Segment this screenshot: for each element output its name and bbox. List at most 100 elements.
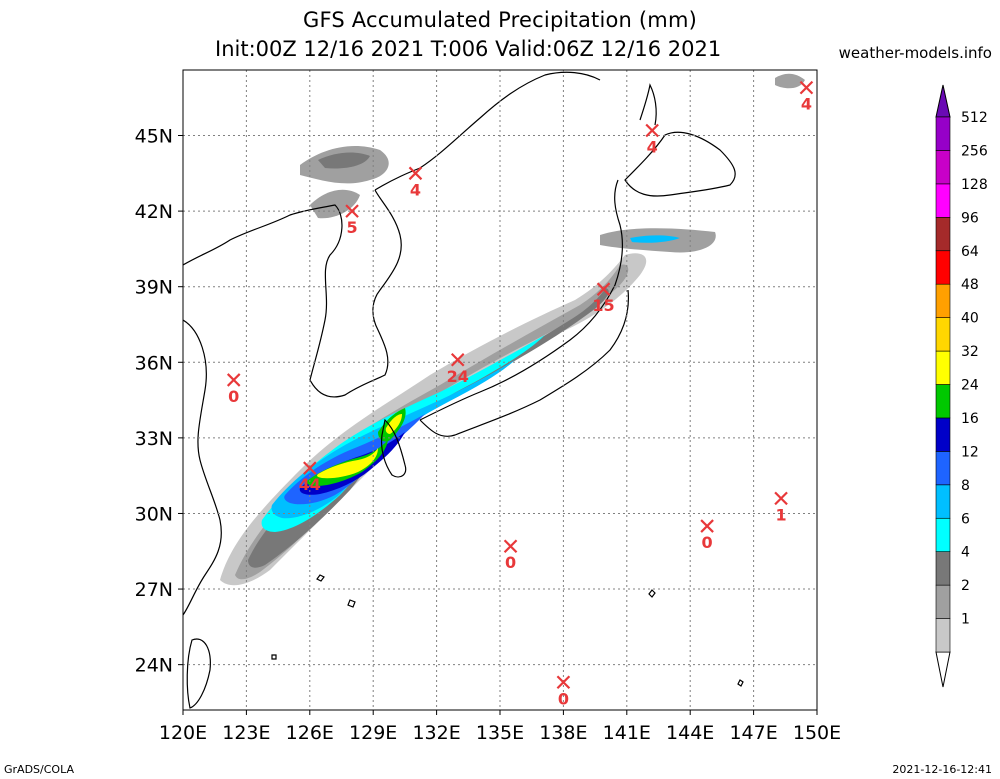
station-marker: 15 [592,282,615,315]
colorbar-label: 64 [961,244,979,260]
station-value: 5 [346,218,357,237]
site-credit: weather-models.info [838,44,992,62]
colorbar-segment [935,116,951,151]
colorbar-segment [935,384,951,419]
lon-tick-label: 144E [666,722,714,744]
colorbar-bottom-arrow [935,651,951,688]
station-marker: 4 [645,123,659,156]
colorbar-segment [935,350,951,385]
latitude-axis: 45N 42N 39N 36N 33N 30N 27N 24N [135,126,183,677]
colorbar-label: 512 [961,110,988,126]
lat-tick-label: 42N [135,201,173,223]
map-subtitle: Init:00Z 12/16 2021 T:006 Valid:06Z 12/1… [215,37,722,61]
station-cross-icon [303,461,317,475]
colorbar-label: 4 [961,545,970,561]
colorbar-label: 8 [961,478,970,494]
colorbar-label: 40 [961,311,979,327]
colorbar-segment [935,150,951,185]
graticule [183,70,817,710]
colorbar-label: 96 [961,210,979,226]
station-marker: 1 [774,491,788,524]
station-marker: 44 [299,461,321,494]
station-marker: 0 [226,373,241,406]
colorbar-label: 1 [961,612,970,628]
lon-tick-label: 123E [222,722,270,744]
station-value: 15 [592,296,614,315]
colorbar-top-arrow [935,84,951,118]
lat-tick-label: 24N [135,655,173,677]
colorbar-label: 256 [961,143,988,159]
lon-tick-label: 141E [603,722,651,744]
station-cross-icon [596,282,611,296]
station-cross-icon [345,204,359,218]
station-value: 0 [505,553,516,572]
colorbar-label: 128 [961,177,988,193]
colorbar-segment [935,584,951,619]
colorbar-label: 24 [961,378,979,394]
colorbar-segment [935,417,951,452]
colorbar-label: 6 [961,511,970,527]
colorbar-label: 12 [961,444,979,460]
longitude-axis: 120E 123E 126E 129E 132E 135E 138E 141E 144E 147E… [159,710,841,744]
station-cross-icon [774,491,788,506]
station-cross-icon [556,675,571,690]
colorbar-label: 16 [961,411,979,427]
station-cross-icon [503,539,518,553]
colorbar-segment [935,283,951,318]
lon-tick-label: 147E [729,722,777,744]
station-marker: 0 [556,675,571,708]
map-title: GFS Accumulated Precipitation (mm) [302,8,698,32]
lat-tick-label: 36N [135,352,173,374]
colorbar-segment [935,484,951,519]
lat-tick-label: 39N [135,277,173,299]
station-value: 4 [801,95,812,114]
lon-tick-label: 129E [349,722,397,744]
station-value: 1 [776,505,787,524]
station-marker: 0 [700,519,714,552]
station-marker: 4 [408,166,423,199]
station-cross-icon [226,373,241,387]
colorbar-label: 2 [961,578,970,594]
colorbar-label: 32 [961,344,979,360]
station-value: 0 [228,387,239,406]
station-cross-icon [700,519,714,533]
lon-tick-label: 126E [286,722,334,744]
station-value: 44 [299,475,321,494]
station-cross-icon [799,80,814,95]
station-value: 0 [702,533,713,552]
station-marker: 4 [799,80,814,114]
station-marker: 24 [447,352,469,386]
coastlines [183,71,744,709]
colorbar-segment [935,250,951,285]
colorbar-segment [935,217,951,252]
lat-tick-label: 33N [135,428,173,450]
lon-tick-label: 132E [412,722,460,744]
lat-tick-label: 45N [135,126,173,148]
station-value: 4 [647,137,658,156]
precipitation-field [220,73,805,586]
station-marker: 0 [503,539,518,572]
colorbar-segment [935,183,951,218]
lon-tick-label: 150E [793,722,841,744]
station-value: 4 [410,180,421,199]
colorbar-label: 48 [961,277,979,293]
colorbar-segment [935,517,951,552]
station-marker: 5 [345,204,359,237]
station-cross-icon [450,352,465,367]
colorbar-segment [935,451,951,486]
lon-tick-label: 120E [159,722,207,744]
lat-tick-label: 30N [135,503,173,525]
colorbar-segment [935,618,951,653]
station-value: 24 [447,367,469,386]
lon-tick-label: 135E [476,722,524,744]
lon-tick-label: 138E [539,722,587,744]
colorbar-segment [935,551,951,586]
software-credit: GrADS/COLA [4,763,74,776]
station-cross-icon [408,166,423,181]
station-value: 0 [558,689,569,708]
station-cross-icon [645,123,659,138]
generated-timestamp: 2021-12-16-12:41 [892,763,992,776]
